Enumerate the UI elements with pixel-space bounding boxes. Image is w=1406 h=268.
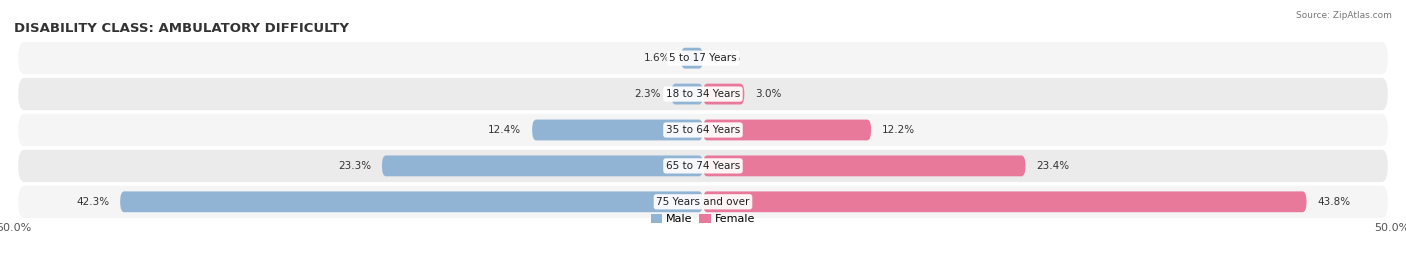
FancyBboxPatch shape — [671, 84, 703, 105]
Text: 2.3%: 2.3% — [634, 89, 661, 99]
Text: 0.0%: 0.0% — [714, 53, 741, 63]
FancyBboxPatch shape — [18, 150, 1388, 182]
Text: Source: ZipAtlas.com: Source: ZipAtlas.com — [1296, 11, 1392, 20]
Text: 3.0%: 3.0% — [755, 89, 782, 99]
Text: 42.3%: 42.3% — [76, 197, 110, 207]
Text: 1.6%: 1.6% — [644, 53, 669, 63]
Text: 23.3%: 23.3% — [337, 161, 371, 171]
Text: 23.4%: 23.4% — [1036, 161, 1070, 171]
FancyBboxPatch shape — [18, 114, 1388, 146]
FancyBboxPatch shape — [531, 120, 703, 140]
Text: 75 Years and over: 75 Years and over — [657, 197, 749, 207]
FancyBboxPatch shape — [18, 186, 1388, 218]
Text: 65 to 74 Years: 65 to 74 Years — [666, 161, 740, 171]
FancyBboxPatch shape — [18, 42, 1388, 74]
Text: DISABILITY CLASS: AMBULATORY DIFFICULTY: DISABILITY CLASS: AMBULATORY DIFFICULTY — [14, 22, 349, 35]
FancyBboxPatch shape — [681, 48, 703, 69]
FancyBboxPatch shape — [703, 155, 1025, 176]
FancyBboxPatch shape — [703, 120, 872, 140]
FancyBboxPatch shape — [382, 155, 703, 176]
Text: 18 to 34 Years: 18 to 34 Years — [666, 89, 740, 99]
Text: 43.8%: 43.8% — [1317, 197, 1351, 207]
Text: 12.4%: 12.4% — [488, 125, 522, 135]
Text: 35 to 64 Years: 35 to 64 Years — [666, 125, 740, 135]
Text: 12.2%: 12.2% — [882, 125, 915, 135]
Legend: Male, Female: Male, Female — [647, 210, 759, 229]
FancyBboxPatch shape — [703, 84, 744, 105]
Text: 5 to 17 Years: 5 to 17 Years — [669, 53, 737, 63]
FancyBboxPatch shape — [120, 191, 703, 212]
FancyBboxPatch shape — [18, 78, 1388, 110]
FancyBboxPatch shape — [703, 191, 1306, 212]
